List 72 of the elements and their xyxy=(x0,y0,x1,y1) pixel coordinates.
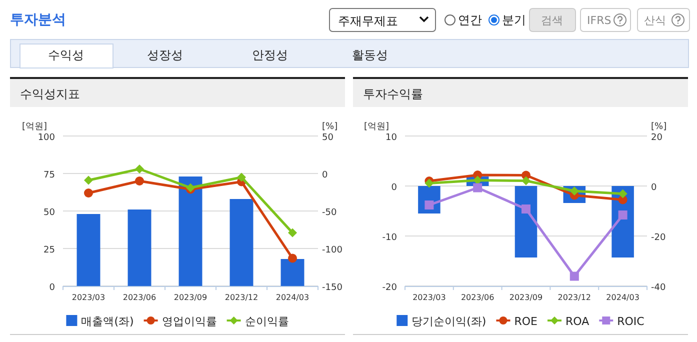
bar xyxy=(280,259,304,286)
text: 산식 xyxy=(644,14,666,27)
text: 주재무제표 xyxy=(338,14,398,28)
y-tick-label: -20 xyxy=(382,283,398,293)
x-tick-label: 2023/12 xyxy=(558,293,592,302)
y-tick-label: 25 xyxy=(44,246,55,256)
text: 안정성 xyxy=(252,48,288,62)
y-tick-label: 50 xyxy=(44,208,56,218)
point xyxy=(288,254,297,263)
x-tick-label: 2024/03 xyxy=(606,293,640,302)
y-axis-title: [억원] xyxy=(364,122,390,132)
text: 분기 xyxy=(502,13,526,27)
text: 활동성 xyxy=(352,48,388,62)
text: 성장성 xyxy=(147,48,183,62)
legend-label: 매출액(좌) xyxy=(81,315,134,328)
point xyxy=(135,176,144,186)
y2-tick-label: -50 xyxy=(322,208,337,218)
x-tick-label: 2023/09 xyxy=(174,293,208,302)
y2-tick-label: -150 xyxy=(322,283,343,293)
bar xyxy=(128,210,152,286)
y-tick-label: -10 xyxy=(382,233,398,243)
x-tick-label: 2023/03 xyxy=(412,293,446,302)
bar xyxy=(178,176,202,286)
y2-tick-label: -40 xyxy=(651,283,666,293)
point xyxy=(618,210,628,220)
point xyxy=(473,183,482,192)
point xyxy=(424,200,434,210)
point xyxy=(135,164,144,174)
y-tick-label: 10 xyxy=(386,133,398,143)
x-tick-label: 2023/03 xyxy=(72,293,106,302)
legend-label: ROE xyxy=(514,315,538,328)
point xyxy=(237,172,246,182)
bar xyxy=(76,214,100,286)
point xyxy=(522,176,530,186)
y-tick-label: 75 xyxy=(44,170,55,180)
point xyxy=(84,176,93,185)
y2-tick-label: 0 xyxy=(651,183,657,193)
y-tick-label: 100 xyxy=(38,133,56,143)
chart-title: 투자수익률 xyxy=(363,87,423,101)
point xyxy=(424,178,434,188)
y2-tick-label: 0 xyxy=(322,170,328,180)
point xyxy=(288,228,297,238)
point xyxy=(522,204,530,214)
y-tick-label: 0 xyxy=(391,183,398,193)
y2-tick-label: 50 xyxy=(322,133,334,143)
chart-title: 수익성지표 xyxy=(20,87,80,101)
y2-axis-title: [%] xyxy=(322,122,338,132)
point xyxy=(570,272,579,281)
y-axis-title: [억원] xyxy=(22,122,48,132)
point xyxy=(84,188,93,198)
legend-label: ROIC xyxy=(617,315,645,328)
y2-axis-title: [%] xyxy=(651,122,667,132)
point xyxy=(618,189,628,198)
y2-tick-label: -20 xyxy=(651,233,666,243)
y-tick-label: 0 xyxy=(49,283,56,293)
legend-label: ROA xyxy=(565,315,590,328)
x-tick-label: 2023/12 xyxy=(224,293,258,302)
text: 투자분석 xyxy=(10,12,66,28)
y2-tick-label: 20 xyxy=(651,133,663,143)
text: 연간 xyxy=(458,13,482,27)
text: 수익성 xyxy=(48,48,84,62)
text: IFRS xyxy=(587,14,612,27)
x-tick-label: 2024/03 xyxy=(276,293,310,302)
legend-label: 당기순이익(좌) xyxy=(412,315,486,328)
x-tick-label: 2023/09 xyxy=(509,293,543,302)
x-tick-label: 2023/06 xyxy=(460,293,494,302)
legend-label: 순이익률 xyxy=(244,315,289,328)
bar xyxy=(230,199,254,286)
y2-tick-label: -100 xyxy=(322,246,343,256)
x-tick-label: 2023/06 xyxy=(122,293,156,302)
legend-label: 영업이익률 xyxy=(162,315,217,328)
text: 검색 xyxy=(541,14,563,27)
